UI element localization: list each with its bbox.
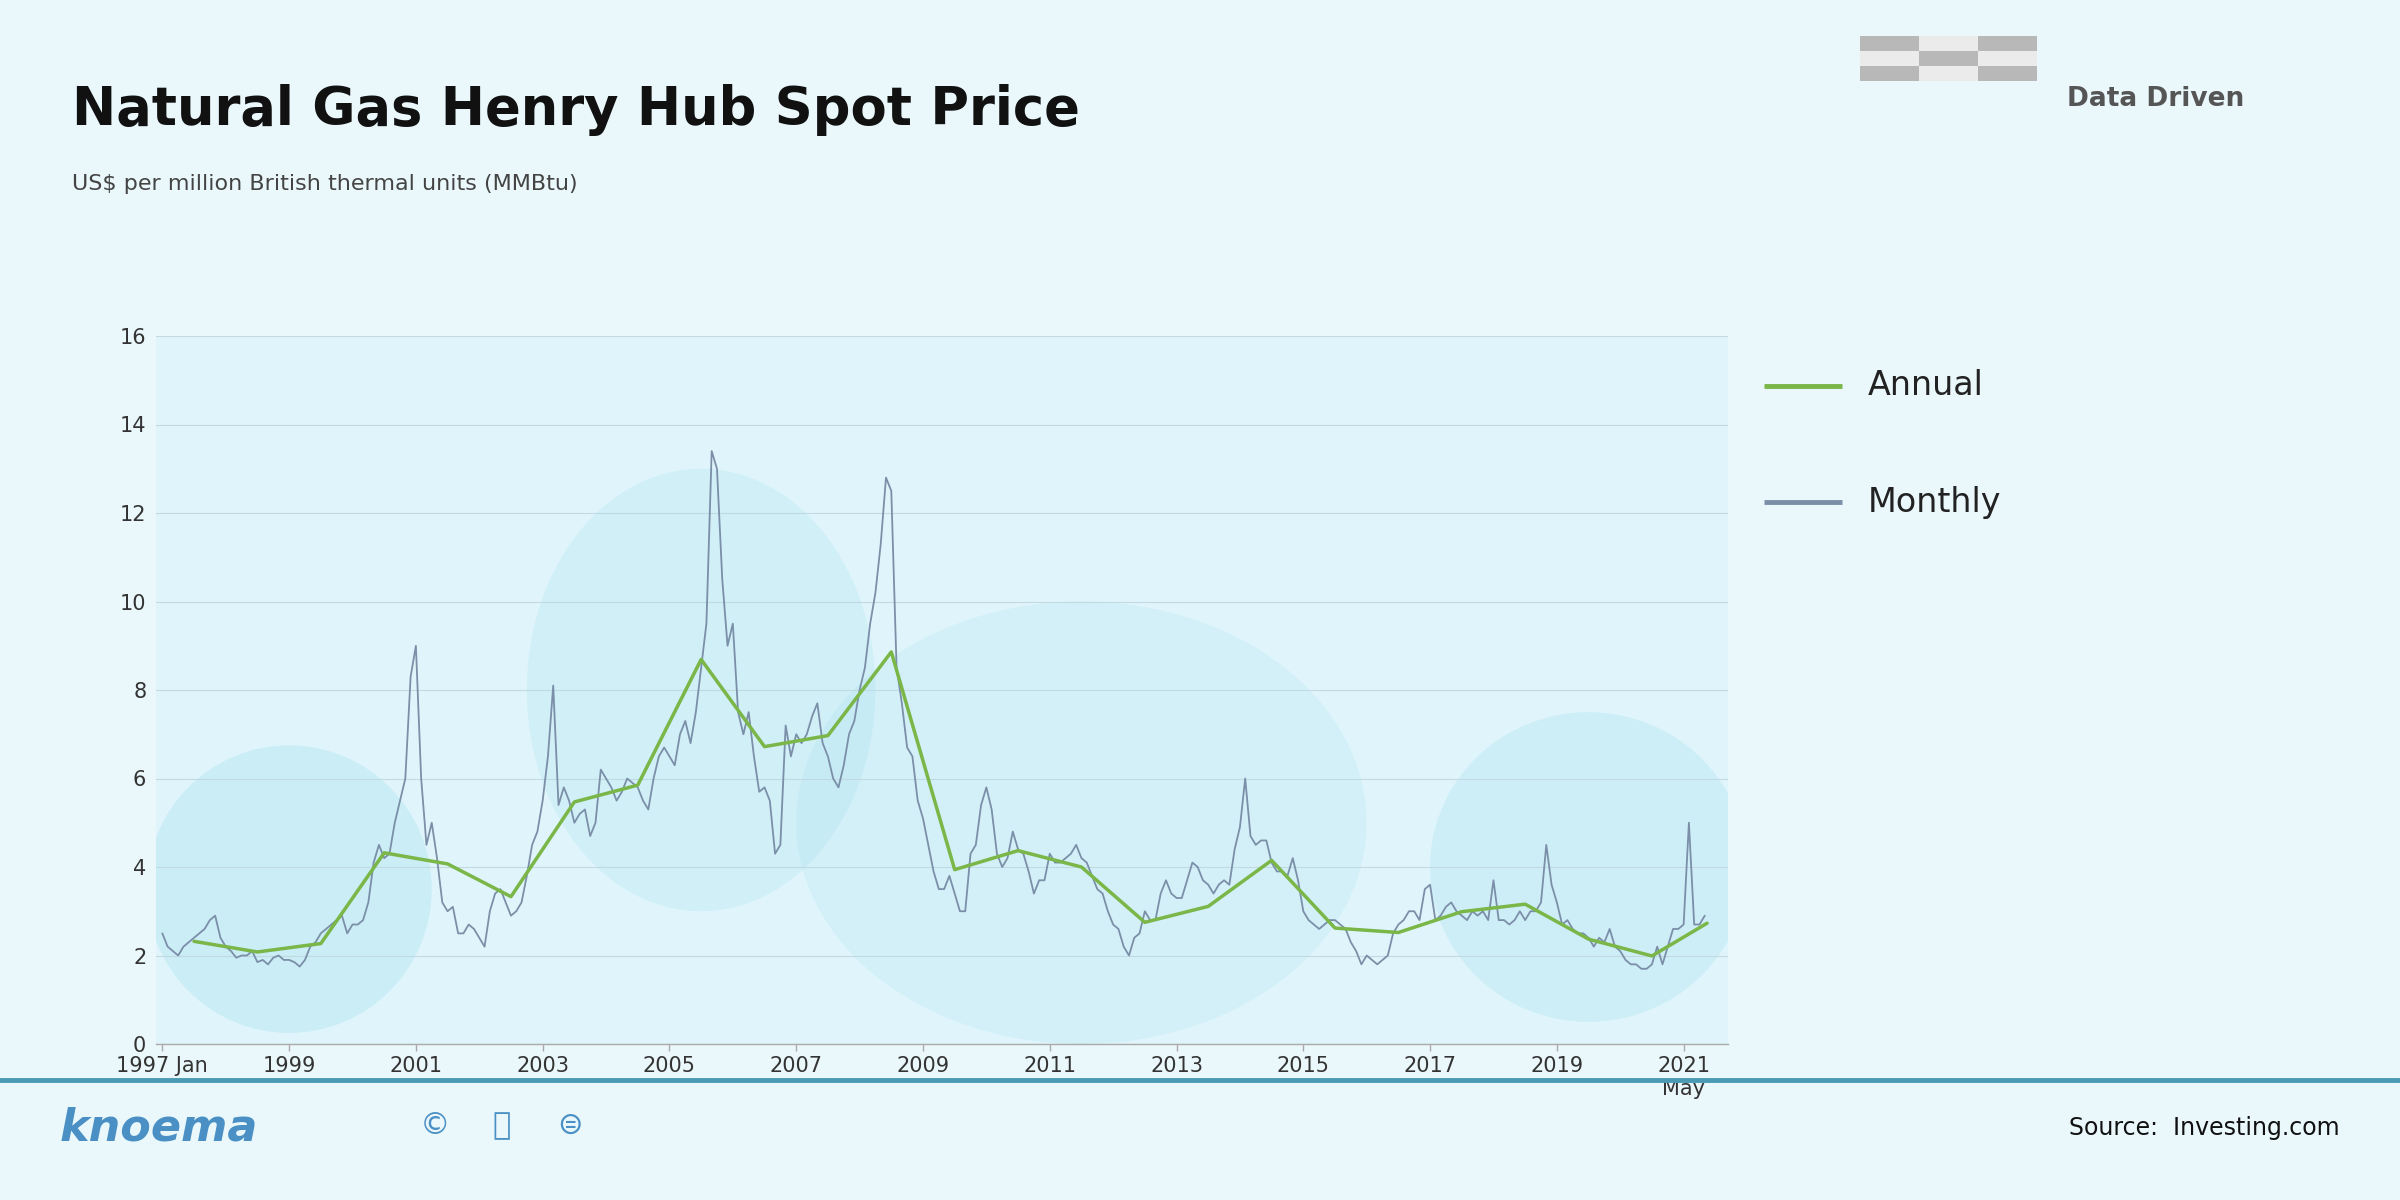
Bar	[1920, 66, 1978, 82]
Bar	[1978, 66, 2038, 82]
Bar	[1860, 36, 1920, 52]
Bar	[1920, 36, 1978, 52]
Bar	[1978, 36, 2038, 52]
Text: Natural Gas Henry Hub Spot Price: Natural Gas Henry Hub Spot Price	[72, 84, 1080, 136]
Bar	[1860, 52, 1920, 66]
Text: ©: ©	[420, 1111, 451, 1140]
Ellipse shape	[1430, 712, 1747, 1022]
Bar	[1920, 52, 1978, 66]
Text: Monthly: Monthly	[1867, 486, 2002, 518]
Text: Data Driven: Data Driven	[2066, 86, 2244, 112]
Text: Annual: Annual	[1867, 370, 1982, 402]
Bar	[1860, 66, 1920, 82]
Text: knoema: knoema	[60, 1106, 259, 1150]
Text: Source:  Investing.com: Source: Investing.com	[2069, 1116, 2340, 1140]
Text: ⓘ: ⓘ	[492, 1111, 511, 1140]
Ellipse shape	[528, 469, 876, 911]
Ellipse shape	[146, 745, 432, 1033]
Text: US$ per million British thermal units (MMBtu): US$ per million British thermal units (M…	[72, 174, 578, 194]
Ellipse shape	[797, 601, 1366, 1044]
Bar	[1978, 52, 2038, 66]
Text: ⊜: ⊜	[557, 1111, 583, 1140]
